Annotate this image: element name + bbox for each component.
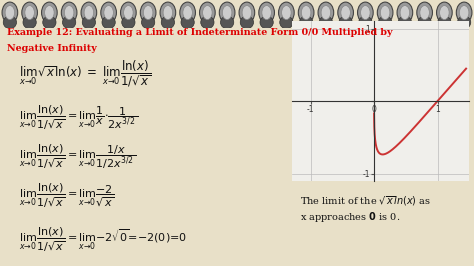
Ellipse shape <box>298 2 314 23</box>
Text: $\lim_{x\to0} \dfrac{\ln(x)}{1/\sqrt{x}} = \lim_{x\to0} \dfrac{1}{x}\cdot\dfrac{: $\lim_{x\to0} \dfrac{\ln(x)}{1/\sqrt{x}}… <box>19 104 138 132</box>
Ellipse shape <box>377 2 393 23</box>
Ellipse shape <box>181 16 194 29</box>
Ellipse shape <box>456 2 472 23</box>
Ellipse shape <box>82 16 95 29</box>
Ellipse shape <box>63 16 76 29</box>
Text: $\lim_{x\to0} \dfrac{\ln(x)}{1/\sqrt{x}} = \lim_{x\to0} -2\sqrt{0} = -2(0) = 0$: $\lim_{x\to0} \dfrac{\ln(x)}{1/\sqrt{x}}… <box>19 226 187 254</box>
Ellipse shape <box>301 6 311 20</box>
Ellipse shape <box>2 2 18 23</box>
Ellipse shape <box>3 16 17 29</box>
Ellipse shape <box>141 16 155 29</box>
Ellipse shape <box>42 2 57 23</box>
Ellipse shape <box>418 16 431 29</box>
Ellipse shape <box>319 16 333 29</box>
Text: The limit of the $\sqrt{x}\mathit{ln}(x)$ as
x approaches $\mathbf{0}$ is 0.: The limit of the $\sqrt{x}\mathit{ln}(x)… <box>301 194 431 224</box>
Ellipse shape <box>357 2 373 23</box>
Ellipse shape <box>219 2 235 23</box>
Ellipse shape <box>202 6 212 20</box>
Ellipse shape <box>81 2 97 23</box>
Ellipse shape <box>417 2 432 23</box>
Ellipse shape <box>161 16 174 29</box>
Text: $\lim_{x\to0} \dfrac{\ln(x)}{1/\sqrt{x}} = \lim_{x\to0} \dfrac{1/x}{1/2x^{3/2}}$: $\lim_{x\to0} \dfrac{\ln(x)}{1/\sqrt{x}}… <box>19 143 137 171</box>
Ellipse shape <box>143 6 153 20</box>
Ellipse shape <box>222 6 232 20</box>
Ellipse shape <box>300 16 313 29</box>
Text: Negative Infinity: Negative Infinity <box>7 44 97 53</box>
Ellipse shape <box>457 16 471 29</box>
Ellipse shape <box>397 2 413 23</box>
Ellipse shape <box>239 2 255 23</box>
Ellipse shape <box>279 2 294 23</box>
Ellipse shape <box>5 6 15 20</box>
Ellipse shape <box>339 16 352 29</box>
Ellipse shape <box>262 6 271 20</box>
Ellipse shape <box>61 2 77 23</box>
Ellipse shape <box>120 2 136 23</box>
Ellipse shape <box>23 16 36 29</box>
Ellipse shape <box>124 6 133 20</box>
Ellipse shape <box>140 2 156 23</box>
Ellipse shape <box>122 16 135 29</box>
Ellipse shape <box>361 6 370 20</box>
Ellipse shape <box>25 6 34 20</box>
Ellipse shape <box>400 6 410 20</box>
Ellipse shape <box>220 16 234 29</box>
Ellipse shape <box>242 6 252 20</box>
Ellipse shape <box>22 2 37 23</box>
Ellipse shape <box>259 2 274 23</box>
Ellipse shape <box>104 6 113 20</box>
Ellipse shape <box>84 6 93 20</box>
Ellipse shape <box>437 2 452 23</box>
Ellipse shape <box>282 6 291 20</box>
Ellipse shape <box>378 16 392 29</box>
Text: $\lim_{x\to0} \dfrac{\ln(x)}{1/\sqrt{x}} = \lim_{x\to0} \dfrac{-2}{\sqrt{x}}$: $\lim_{x\to0} \dfrac{\ln(x)}{1/\sqrt{x}}… <box>19 182 114 210</box>
Ellipse shape <box>280 16 293 29</box>
Text: Example 12: Evaluating a Limit of Indeterminate Form 0/0 Multiplied by: Example 12: Evaluating a Limit of Indete… <box>7 28 392 37</box>
Ellipse shape <box>240 16 254 29</box>
Ellipse shape <box>183 6 192 20</box>
Ellipse shape <box>318 2 334 23</box>
Ellipse shape <box>200 2 215 23</box>
Ellipse shape <box>43 16 56 29</box>
Ellipse shape <box>439 6 449 20</box>
Ellipse shape <box>438 16 451 29</box>
Ellipse shape <box>359 16 372 29</box>
Ellipse shape <box>201 16 214 29</box>
Ellipse shape <box>338 2 354 23</box>
Ellipse shape <box>101 2 117 23</box>
Ellipse shape <box>398 16 411 29</box>
Ellipse shape <box>160 2 176 23</box>
Text: $\lim_{x\to0} \sqrt{x}\ln(x) \;=\; \lim_{x\to0} \dfrac{\ln(x)}{1/\sqrt{x}}$: $\lim_{x\to0} \sqrt{x}\ln(x) \;=\; \lim_… <box>19 59 151 89</box>
Ellipse shape <box>380 6 390 20</box>
Ellipse shape <box>260 16 273 29</box>
Ellipse shape <box>64 6 74 20</box>
Ellipse shape <box>321 6 331 20</box>
Ellipse shape <box>163 6 173 20</box>
Ellipse shape <box>102 16 115 29</box>
Ellipse shape <box>45 6 54 20</box>
Ellipse shape <box>420 6 429 20</box>
Ellipse shape <box>341 6 350 20</box>
Ellipse shape <box>180 2 195 23</box>
Ellipse shape <box>459 6 469 20</box>
